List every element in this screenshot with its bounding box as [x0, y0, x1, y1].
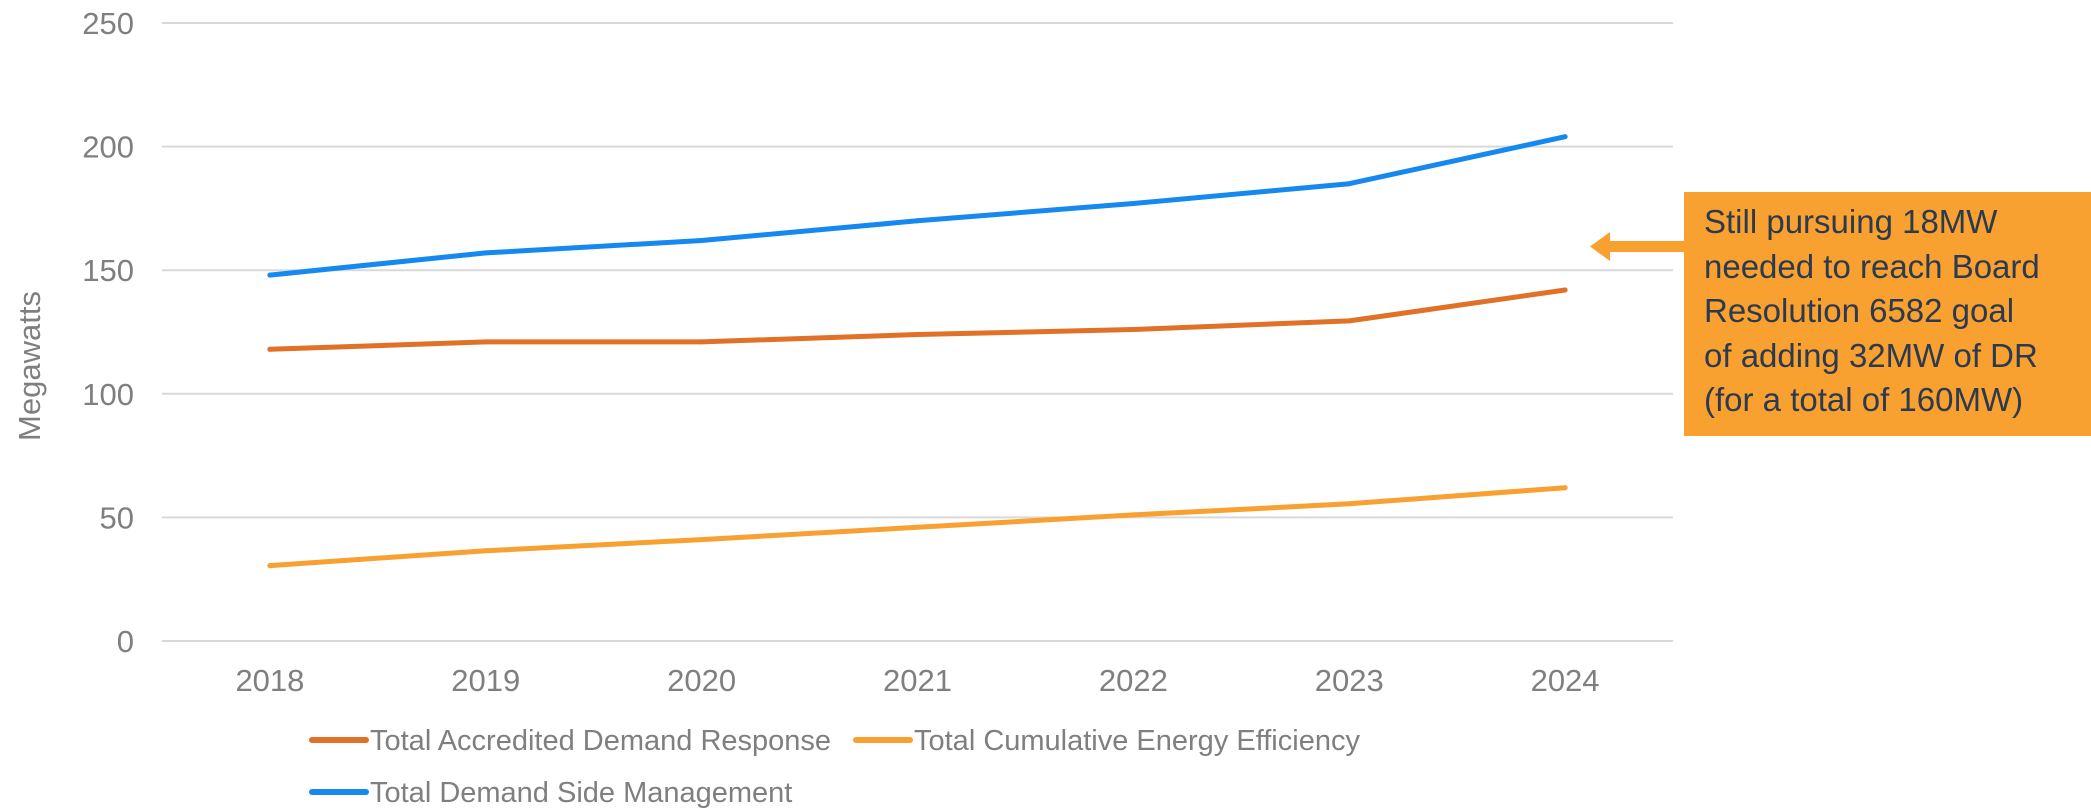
data-point: [1346, 181, 1352, 187]
data-point: [267, 563, 273, 569]
data-point: [1130, 512, 1136, 518]
callout-line: (for a total of 160MW): [1704, 381, 2024, 418]
data-point: [267, 272, 273, 278]
data-point: [1130, 200, 1136, 206]
x-axis-ticks: 2018 2019 2020 2021 2022 2023 2024: [235, 663, 1599, 698]
data-point: [915, 218, 920, 224]
annotation-callout: Still pursuing 18MW needed to reach Boar…: [1684, 192, 2091, 436]
y-tick-label: 150: [82, 253, 134, 288]
x-tick-label: 2020: [667, 663, 736, 698]
series-line: [267, 134, 1568, 278]
x-tick-label: 2019: [451, 663, 520, 698]
y-tick-label: 250: [82, 6, 134, 41]
data-point: [1562, 485, 1568, 491]
data-point: [699, 238, 705, 244]
data-point: [699, 339, 705, 345]
data-point: [915, 331, 920, 337]
callout-line: needed to reach Board: [1704, 247, 2040, 285]
data-point: [1346, 501, 1352, 507]
x-tick-label: 2024: [1531, 663, 1600, 698]
x-tick-label: 2018: [235, 663, 304, 698]
callout-line: of adding 32MW of DR: [1704, 336, 2038, 374]
x-tick-label: 2022: [1099, 663, 1168, 698]
x-tick-label: 2023: [1315, 663, 1384, 698]
data-point: [1562, 134, 1568, 140]
data-point: [1346, 318, 1352, 324]
callout-arrow-shaft: [1608, 241, 1687, 252]
legend-label: Total Demand Side Management: [370, 777, 792, 808]
callout-line: Still pursuing 18MW: [1704, 203, 1998, 240]
data-point: [483, 250, 489, 256]
data-point: [915, 524, 920, 530]
y-axis-title: Megawatts: [12, 291, 47, 441]
y-tick-label: 200: [82, 130, 134, 165]
legend-label: Total Accredited Demand Response: [370, 725, 831, 757]
series-line: [267, 287, 1568, 352]
callout-line: Resolution 6582 goal: [1704, 292, 2015, 329]
y-tick-label: 0: [117, 624, 134, 659]
data-point: [1130, 327, 1136, 333]
callout-arrow-head: [1590, 232, 1610, 261]
y-tick-label: 100: [82, 377, 134, 412]
y-tick-label: 50: [100, 500, 134, 535]
data-point: [483, 548, 489, 554]
legend-label: Total Cumulative Energy Efficiency: [914, 725, 1360, 757]
x-tick-label: 2021: [883, 663, 952, 698]
legend: Total Accredited Demand Response Total Cu…: [309, 725, 1360, 808]
gridlines: [162, 22, 1673, 642]
data-point: [699, 537, 705, 543]
series-lines: [267, 134, 1568, 569]
callout-arrow: [1590, 232, 1687, 261]
data-point: [1562, 287, 1568, 293]
data-point: [483, 339, 489, 345]
data-point: [267, 346, 273, 352]
y-axis-ticks: 0 50 100 150 200 250: [82, 6, 134, 659]
